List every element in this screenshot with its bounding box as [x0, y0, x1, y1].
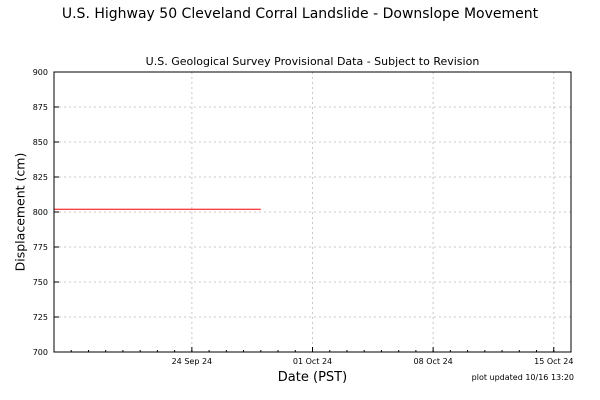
y-axis: 700 725 750 775 800 825 850 875 900: [33, 68, 59, 357]
plot-updated-note: plot updated 10/16 13:20: [471, 373, 574, 382]
y-tick-label: 800: [33, 208, 48, 217]
chart-title: U.S. Highway 50 Cleveland Corral Landsli…: [61, 6, 539, 22]
x-axis-label: Date (PST): [277, 370, 348, 385]
y-tick-label: 875: [33, 103, 48, 112]
x-tick-label: 01 Oct 24: [293, 357, 332, 366]
x-axis: 24 Sep 24 01 Oct 24 08 Oct 24 15 Oct 24: [172, 347, 573, 366]
y-tick-label: 700: [33, 348, 48, 357]
x-tick-label: 24 Sep 24: [172, 357, 213, 366]
x-tick-label: 08 Oct 24: [413, 357, 452, 366]
y-tick-label: 750: [33, 278, 48, 287]
grid-lines: [54, 72, 571, 352]
y-tick-label: 775: [33, 243, 48, 252]
y-tick-label: 900: [33, 68, 48, 77]
chart-subtitle: U.S. Geological Survey Provisional Data …: [145, 55, 480, 68]
y-tick-label: 850: [33, 138, 48, 147]
y-tick-label: 825: [33, 173, 48, 182]
x-tick-label: 15 Oct 24: [534, 357, 573, 366]
y-tick-label: 725: [33, 313, 48, 322]
